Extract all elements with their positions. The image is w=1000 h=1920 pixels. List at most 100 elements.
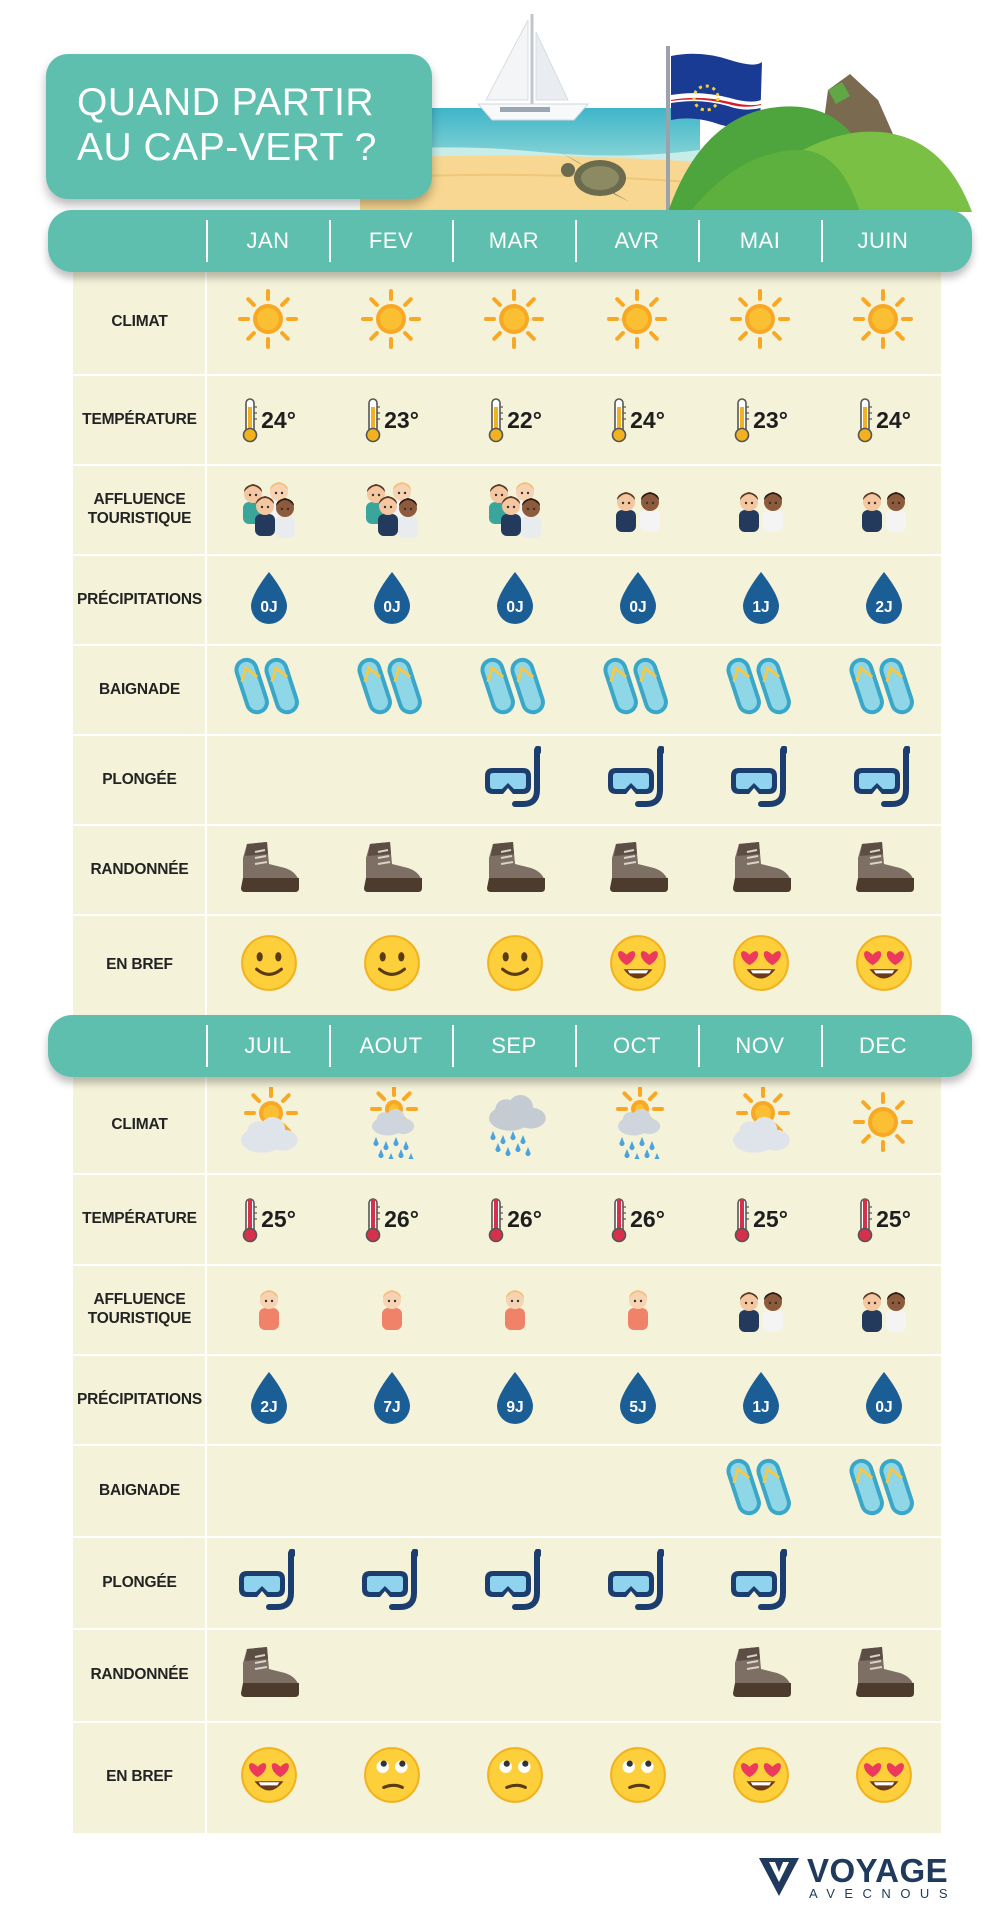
cell-sep-temperature: 26° xyxy=(453,1174,576,1265)
sun-weather-icon xyxy=(602,284,674,361)
rain-drop-icon: 1J xyxy=(741,570,781,631)
logo-word: VOYAGE xyxy=(807,1852,949,1889)
sun-cloud-weather-icon xyxy=(233,1086,305,1164)
cell-dec-climat xyxy=(822,1077,945,1174)
cell-juil-temperature: 25° xyxy=(207,1174,330,1265)
cell-juin-randonnee xyxy=(822,825,945,915)
love-emoji-icon xyxy=(238,1744,300,1811)
temperature-value: 24° xyxy=(261,406,296,433)
cell-fev-precipitations: 0J xyxy=(330,555,453,645)
tourists-medium-icon xyxy=(727,476,795,545)
love-emoji-icon xyxy=(853,1744,915,1811)
cell-aout-precipitations: 7J xyxy=(330,1355,453,1445)
cell-oct-precipitations: 5J xyxy=(576,1355,699,1445)
month-header-dec: DEC xyxy=(859,1033,907,1058)
cell-aout-temperature: 26° xyxy=(330,1174,453,1265)
row-label-en-bref: EN BREF xyxy=(106,1768,173,1786)
svg-text:7J: 7J xyxy=(383,1399,400,1416)
month-divider xyxy=(206,220,208,262)
temperature-value: 25° xyxy=(876,1206,911,1232)
month-header-mai: MAI xyxy=(739,228,781,253)
rain-drop-icon: 0J xyxy=(249,570,289,631)
cell-dec-plongee xyxy=(822,1537,945,1629)
rain-drop-icon: 5J xyxy=(618,1370,658,1431)
cell-mar-temperature: 22° xyxy=(453,375,576,465)
row-divider xyxy=(73,644,941,646)
row-label-en-bref: EN BREF xyxy=(106,955,173,973)
cell-juin-baignade xyxy=(822,645,945,735)
hiking-boot-icon xyxy=(233,1643,305,1708)
row-divider xyxy=(73,824,941,826)
month-header-sep: SEP xyxy=(491,1033,537,1058)
sun-weather-icon xyxy=(233,284,305,361)
cell-juin-precipitations: 2J xyxy=(822,555,945,645)
row-label-precipitations: PRÉCIPITATIONS xyxy=(77,1390,202,1408)
cell-nov-precipitations: 1J xyxy=(699,1355,822,1445)
thermometer-icon xyxy=(364,1197,382,1243)
svg-text:2J: 2J xyxy=(260,1399,277,1416)
month-divider xyxy=(452,1025,454,1067)
tourists-high-icon xyxy=(235,476,303,545)
flip-flops-icon xyxy=(848,1452,919,1531)
temperature-value: 26° xyxy=(384,1206,419,1232)
cell-mar-plongee xyxy=(453,735,576,825)
temperature-value: 23° xyxy=(384,406,419,433)
cell-jan-randonnee xyxy=(207,825,330,915)
cell-jan-climat xyxy=(207,270,330,375)
tourists-low-icon xyxy=(358,1276,426,1345)
cell-juil-climat xyxy=(207,1077,330,1174)
tourists-high-icon xyxy=(358,476,426,545)
month-header-juin: JUIN xyxy=(857,228,909,253)
month-header-jan: JAN xyxy=(246,228,290,253)
tourists-low-icon xyxy=(481,1276,549,1345)
thermometer-icon xyxy=(241,1197,259,1243)
cell-nov-climat xyxy=(699,1077,822,1174)
row-label-climat: CLIMAT xyxy=(111,313,168,331)
meh-emoji-icon xyxy=(484,1744,546,1811)
temperature-value: 26° xyxy=(630,1206,665,1232)
month-divider xyxy=(329,220,331,262)
cell-nov-temperature: 25° xyxy=(699,1174,822,1265)
hiking-boot-icon xyxy=(356,838,428,903)
thermometer-icon xyxy=(487,1197,505,1243)
cell-jan-precipitations: 0J xyxy=(207,555,330,645)
cell-mar-en-bref xyxy=(453,915,576,1015)
rain-drop-icon: 0J xyxy=(372,570,412,631)
cell-juil-randonnee xyxy=(207,1629,330,1722)
temperature-value: 26° xyxy=(507,1206,542,1232)
rain-drop-icon: 7J xyxy=(372,1370,412,1431)
smile-emoji-icon xyxy=(361,932,423,999)
svg-text:2J: 2J xyxy=(875,599,892,616)
row-label-randonnee: RANDONNÉE xyxy=(90,860,189,878)
cell-nov-baignade xyxy=(699,1445,822,1537)
row-divider xyxy=(73,374,941,376)
sun-weather-icon xyxy=(725,284,797,361)
cell-dec-affluence xyxy=(822,1265,945,1355)
cell-fev-climat xyxy=(330,270,453,375)
month-header-avr: AVR xyxy=(614,228,660,253)
cell-jan-plongee xyxy=(207,735,330,825)
row-divider xyxy=(73,554,941,556)
love-emoji-icon xyxy=(730,1744,792,1811)
sun-cloud-weather-icon xyxy=(725,1086,797,1164)
beach-scene xyxy=(360,14,972,212)
rain-drop-icon: 0J xyxy=(618,570,658,631)
row-label-baignade: BAIGNADE xyxy=(98,1481,181,1499)
row-divider xyxy=(73,1721,941,1723)
island-hills-icon xyxy=(668,74,972,212)
love-emoji-icon xyxy=(730,932,792,999)
thermometer-icon xyxy=(241,397,259,443)
temperature-value: 25° xyxy=(261,1206,296,1232)
row-label-climat: CLIMAT xyxy=(111,1116,168,1134)
tourists-low-icon xyxy=(235,1276,303,1345)
month-divider xyxy=(698,220,700,262)
row-label-plongee: PLONGÉE xyxy=(102,770,177,788)
cell-mai-affluence xyxy=(699,465,822,555)
tourists-medium-icon xyxy=(850,476,918,545)
cell-mar-randonnee xyxy=(453,825,576,915)
month-header-oct: OCT xyxy=(613,1033,661,1058)
cell-jan-baignade xyxy=(207,645,330,735)
temperature-value: 24° xyxy=(876,406,911,433)
cell-mar-affluence xyxy=(453,465,576,555)
cell-avr-plongee xyxy=(576,735,699,825)
